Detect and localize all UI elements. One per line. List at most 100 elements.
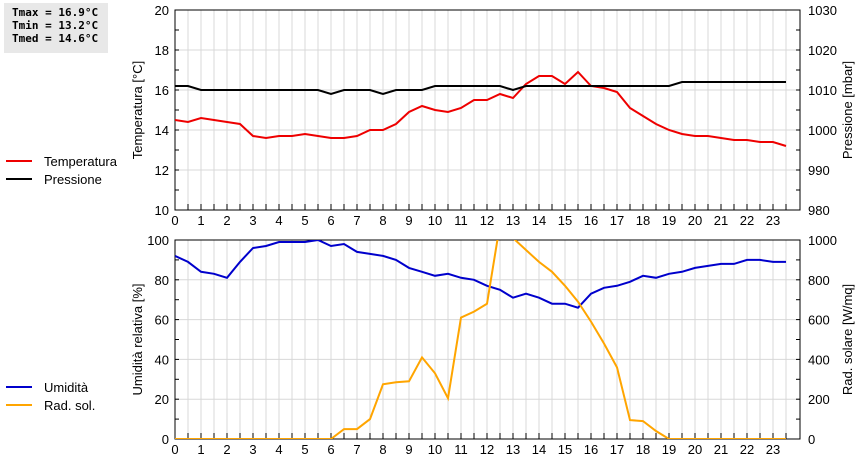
- temperature-stats-box: Tmax = 16.9°C Tmin = 13.2°C Tmed = 14.6°…: [4, 3, 108, 53]
- x-tick-label: 14: [532, 442, 546, 457]
- x-tick-label: 20: [688, 442, 702, 457]
- x-tick-label: 20: [688, 213, 702, 228]
- x-tick-label: 10: [428, 213, 442, 228]
- x-tick-label: 2: [223, 442, 230, 457]
- y-tick-label: 10: [155, 203, 169, 218]
- y2-tick-label: 1030: [808, 3, 837, 18]
- x-tick-label: 11: [454, 213, 468, 228]
- legend-label: Pressione: [44, 171, 102, 187]
- y2-tick-label: 400: [808, 352, 830, 367]
- legend-label: Rad. sol.: [44, 397, 96, 413]
- x-tick-label: 19: [662, 213, 676, 228]
- series-line-rad-sol-: [175, 240, 786, 439]
- x-tick-label: 1: [197, 442, 204, 457]
- x-tick-label: 11: [454, 442, 468, 457]
- y-tick-label: 100: [147, 233, 169, 248]
- x-tick-label: 8: [379, 442, 386, 457]
- x-tick-label: 7: [353, 442, 360, 457]
- legend-item-rad-sol: Rad. sol.: [6, 396, 95, 414]
- x-tick-label: 4: [275, 442, 282, 457]
- y2-tick-label: 1010: [808, 83, 837, 98]
- x-tick-label: 22: [740, 442, 754, 457]
- legend-top: Temperatura Pressione: [6, 152, 117, 188]
- legend-item-umidita: Umidità: [6, 378, 95, 396]
- x-tick-label: 9: [405, 213, 412, 228]
- y2-tick-label: 1000: [808, 233, 837, 248]
- x-tick-label: 15: [558, 213, 572, 228]
- x-tick-label: 14: [532, 213, 546, 228]
- legend-item-temperatura: Temperatura: [6, 152, 117, 170]
- x-tick-label: 6: [327, 442, 334, 457]
- x-tick-label: 18: [636, 213, 650, 228]
- y2-tick-label: 1020: [808, 43, 837, 58]
- y2-axis-title: Pressione [mbar]: [840, 61, 855, 159]
- y-tick-label: 16: [155, 83, 169, 98]
- y-tick-label: 60: [155, 313, 169, 328]
- y2-tick-label: 800: [808, 273, 830, 288]
- x-tick-label: 8: [379, 213, 386, 228]
- x-tick-label: 21: [714, 442, 728, 457]
- x-tick-label: 10: [428, 442, 442, 457]
- x-tick-label: 16: [584, 213, 598, 228]
- x-tick-label: 13: [506, 213, 520, 228]
- y-axis-title: Temperatura [°C]: [130, 61, 145, 159]
- x-tick-label: 2: [223, 213, 230, 228]
- x-tick-label: 5: [301, 213, 308, 228]
- x-tick-label: 0: [171, 213, 178, 228]
- y2-tick-label: 200: [808, 392, 830, 407]
- legend-label: Umidità: [44, 379, 89, 395]
- tmed-label: Tmed = 14.6°C: [12, 32, 99, 45]
- x-tick-label: 12: [480, 213, 494, 228]
- y-tick-label: 20: [155, 3, 169, 18]
- legend-bottom: Umidità Rad. sol.: [6, 378, 95, 414]
- x-tick-label: 15: [558, 442, 572, 457]
- radiation-line-swatch-icon: [6, 404, 32, 406]
- humidity-line-swatch-icon: [6, 386, 32, 388]
- legend-item-pressione: Pressione: [6, 170, 117, 188]
- tmax-label: Tmax = 16.9°C: [12, 6, 99, 19]
- y-tick-label: 40: [155, 352, 169, 367]
- x-tick-label: 23: [766, 442, 780, 457]
- pressure-line-swatch-icon: [6, 178, 32, 180]
- x-tick-label: 12: [480, 442, 494, 457]
- x-tick-label: 22: [740, 213, 754, 228]
- x-tick-label: 3: [249, 213, 256, 228]
- y2-tick-label: 980: [808, 203, 830, 218]
- x-tick-label: 3: [249, 442, 256, 457]
- y-tick-label: 20: [155, 392, 169, 407]
- y2-tick-label: 0: [808, 432, 815, 447]
- y2-axis-title: Rad. solare [W/mq]: [840, 284, 855, 395]
- series-line-pressione: [175, 81, 786, 96]
- x-tick-label: 9: [405, 442, 412, 457]
- x-tick-label: 4: [275, 213, 282, 228]
- x-tick-label: 1: [197, 213, 204, 228]
- y2-tick-label: 1000: [808, 123, 837, 138]
- y2-tick-label: 990: [808, 163, 830, 178]
- x-tick-label: 0: [171, 442, 178, 457]
- series-line-umidit-: [175, 240, 786, 309]
- x-tick-label: 6: [327, 213, 334, 228]
- y-tick-label: 12: [155, 163, 169, 178]
- x-tick-label: 16: [584, 442, 598, 457]
- legend-label: Temperatura: [44, 153, 117, 169]
- y2-tick-label: 600: [808, 313, 830, 328]
- y-tick-label: 0: [162, 432, 169, 447]
- y-tick-label: 14: [155, 123, 169, 138]
- x-tick-label: 5: [301, 442, 308, 457]
- series-line-temperatura: [175, 70, 787, 147]
- x-tick-label: 19: [662, 442, 676, 457]
- x-tick-label: 7: [353, 213, 360, 228]
- tmin-label: Tmin = 13.2°C: [12, 19, 99, 32]
- y-tick-label: 80: [155, 273, 169, 288]
- y-axis-title: Umidità relativa [%]: [130, 284, 145, 396]
- x-tick-label: 13: [506, 442, 520, 457]
- temperature-line-swatch-icon: [6, 160, 32, 162]
- x-tick-label: 23: [766, 213, 780, 228]
- x-tick-label: 17: [610, 442, 624, 457]
- x-tick-label: 18: [636, 442, 650, 457]
- y-tick-label: 18: [155, 43, 169, 58]
- x-tick-label: 17: [610, 213, 624, 228]
